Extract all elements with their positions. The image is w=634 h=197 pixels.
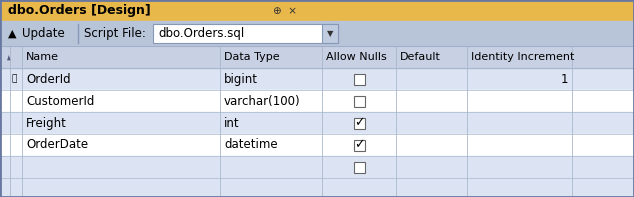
Text: ✓: ✓	[354, 116, 365, 129]
Bar	[354, 139, 365, 151]
Text: OrderId: OrderId	[26, 72, 70, 85]
Text: 🔑: 🔑	[11, 74, 16, 84]
Text: ⊕  ×: ⊕ ×	[273, 6, 297, 16]
Text: Update: Update	[22, 27, 65, 40]
Text: dbo.Orders [Design]: dbo.Orders [Design]	[8, 4, 151, 17]
Text: ▲: ▲	[8, 29, 16, 38]
Bar	[354, 162, 365, 173]
Bar	[153, 24, 338, 43]
Bar	[0, 46, 634, 197]
Text: int: int	[224, 116, 240, 129]
Text: Default: Default	[400, 52, 441, 62]
Bar	[354, 73, 365, 85]
Text: bigint: bigint	[224, 72, 258, 85]
Text: ▼: ▼	[327, 29, 333, 38]
Bar	[0, 21, 634, 46]
Text: varchar(100): varchar(100)	[224, 95, 301, 108]
Text: ◄: ◄	[5, 54, 11, 60]
Text: Data Type: Data Type	[224, 52, 280, 62]
Text: Script File:: Script File:	[84, 27, 146, 40]
Bar	[0, 0, 634, 21]
Text: Identity Increment: Identity Increment	[471, 52, 574, 62]
Text: datetime: datetime	[224, 138, 278, 151]
Text: 1: 1	[560, 72, 568, 85]
Bar	[354, 96, 365, 107]
Text: dbo.Orders.sql: dbo.Orders.sql	[158, 27, 244, 40]
Text: Allow Nulls: Allow Nulls	[326, 52, 387, 62]
Bar	[0, 156, 634, 178]
Text: Name: Name	[26, 52, 59, 62]
Bar	[0, 112, 634, 134]
Text: CustomerId: CustomerId	[26, 95, 94, 108]
Text: ✓: ✓	[354, 138, 365, 151]
Bar	[0, 90, 634, 112]
Bar	[0, 46, 634, 68]
Bar	[322, 24, 338, 43]
Text: OrderDate: OrderDate	[26, 138, 88, 151]
Bar	[0, 68, 634, 90]
Bar	[354, 117, 365, 128]
Text: Freight: Freight	[26, 116, 67, 129]
Bar	[0, 134, 634, 156]
